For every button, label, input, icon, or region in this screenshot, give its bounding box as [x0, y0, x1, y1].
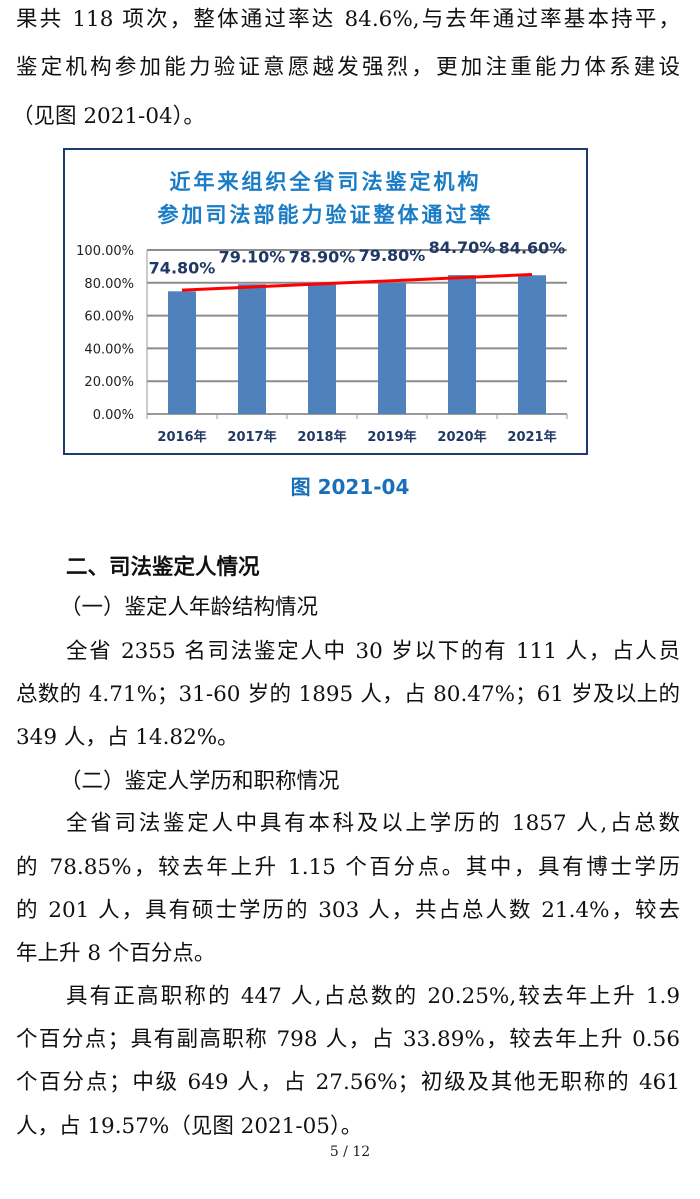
chart-title-line-2: 参加司法部能力验证整体通过率 — [157, 203, 494, 227]
bar-chart: 0.00% 20.00% 40.00% 60.00% 80.00% 100.00% 2016… — [76, 238, 568, 445]
chart-figure: 近年来组织全省司法鉴定机构 参加司法部能力验证整体通过率 0.00% 20.00%… — [63, 148, 588, 455]
y-tick-label: 20.00% — [84, 375, 134, 390]
text-line: 的 78.85%，较去年上升 1.15 个百分点。其中，具有博士学历 — [16, 855, 680, 880]
bar — [378, 283, 406, 414]
bar — [168, 291, 196, 414]
bar — [308, 284, 336, 414]
page-number: 5 / 12 — [329, 1144, 371, 1160]
data-label: 79.80% — [359, 246, 426, 265]
bar — [518, 275, 546, 414]
data-label: 79.10% — [219, 247, 286, 266]
text-line: 全省司法鉴定人中具有本科及以上学历的 1857 人,占总数 — [66, 811, 680, 836]
text-line: （见图 2021-04）。 — [12, 104, 205, 129]
x-tick-label: 2021年 — [507, 429, 556, 445]
text-line: 年上升 8 个百分点。 — [16, 941, 216, 966]
x-tick-label: 2019年 — [367, 429, 416, 445]
y-tick-label: 80.00% — [84, 277, 134, 292]
section-heading: 二、司法鉴定人情况 — [66, 555, 260, 580]
bar — [238, 284, 266, 414]
text-line: 全省 2355 名司法鉴定人中 30 岁以下的有 111 人，占人员 — [66, 639, 680, 664]
x-tick-label: 2017年 — [227, 429, 276, 445]
text-line: 鉴定机构参加能力验证意愿越发强烈，更加注重能力体系建设 — [16, 55, 680, 80]
data-label: 84.60% — [499, 238, 566, 257]
figure-caption: 图 2021-04 — [290, 475, 410, 499]
bar — [448, 275, 476, 414]
x-tick-label: 2018年 — [297, 429, 346, 445]
x-tick-label: 2016年 — [157, 429, 206, 445]
text-line: 人，占 19.57%（见图 2021-05）。 — [16, 1114, 363, 1139]
text-line: 个百分点；具有副高职称 798 人，占 33.89%，较去年上升 0.56 — [16, 1027, 680, 1052]
data-label: 78.90% — [289, 248, 356, 267]
y-tick-label: 0.00% — [93, 408, 134, 423]
data-label: 74.80% — [149, 258, 216, 277]
trendline — [181, 272, 533, 292]
x-tick-label: 2020年 — [437, 429, 486, 445]
subsection-heading: （二）鉴定人学历和职称情况 — [60, 769, 340, 794]
text-line: 具有正高职称的 447 人,占总数的 20.25%,较去年上升 1.9 — [66, 984, 680, 1009]
text-line: 的 201 人，具有硕士学历的 303 人，共占总人数 21.4%，较去 — [16, 898, 680, 923]
text-line: 果共 118 项次，整体通过率达 84.6%,与去年通过率基本持平， — [16, 7, 680, 32]
text-line: 349 人，占 14.82%。 — [16, 725, 239, 750]
subsection-heading: （一）鉴定人年龄结构情况 — [60, 595, 319, 620]
y-tick-label: 40.00% — [84, 342, 134, 357]
y-tick-label: 60.00% — [84, 310, 134, 325]
chart-title-line-1: 近年来组织全省司法鉴定机构 — [169, 170, 482, 194]
text-line: 总数的 4.71%；31-60 岁的 1895 人，占 80.47%；61 岁及… — [16, 682, 680, 707]
data-label: 84.70% — [429, 238, 496, 257]
y-tick-label: 100.00% — [76, 244, 134, 259]
text-line: 个百分点；中级 649 人，占 27.56%；初级及其他无职称的 461 — [16, 1070, 680, 1095]
